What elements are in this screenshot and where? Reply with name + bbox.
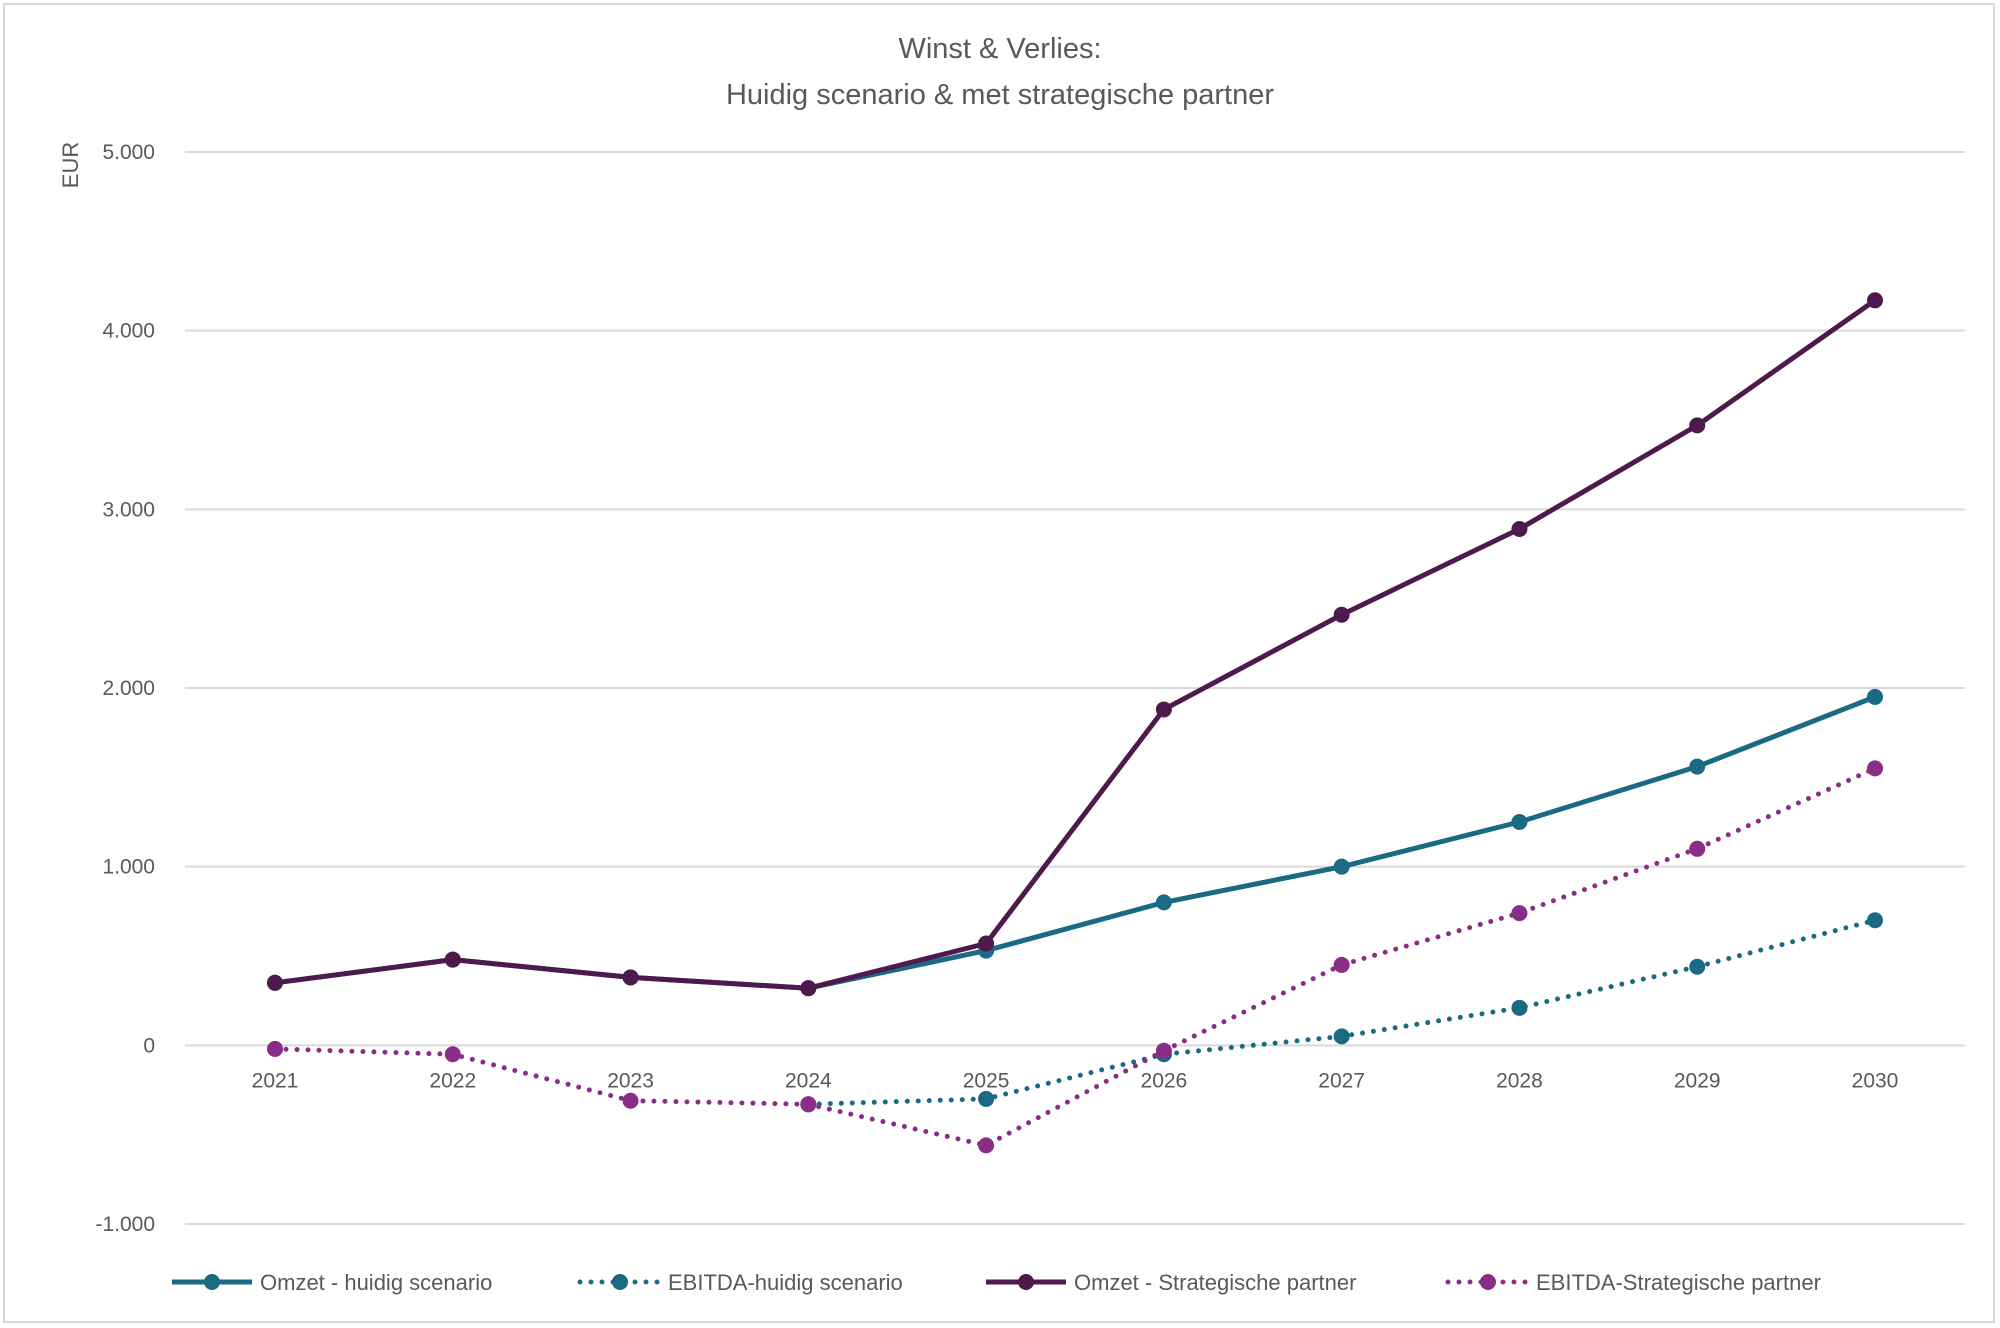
legend-label: EBITDA-huidig scenario — [668, 1270, 903, 1295]
y-tick-label: 0 — [143, 1034, 155, 1057]
legend-swatch-marker — [612, 1274, 628, 1290]
x-tick-label: 2023 — [607, 1069, 654, 1092]
data-point — [1689, 840, 1706, 857]
series-line — [272, 694, 1878, 991]
data-point — [1689, 417, 1706, 434]
legend-label: EBITDA-Strategische partner — [1536, 1270, 1821, 1295]
data-point — [622, 969, 639, 986]
x-tick-labels: 2021 2022 2023 2024 2025 2026 2027 2028 2029 2030 — [252, 1069, 1899, 1092]
x-tick-label: 2026 — [1141, 1069, 1188, 1092]
legend-label: Omzet - huidig scenario — [260, 1270, 492, 1295]
chart-frame — [3, 3, 1995, 1323]
data-point — [1333, 956, 1350, 973]
data-point — [1333, 1028, 1350, 1045]
x-tick-label: 2030 — [1852, 1069, 1899, 1092]
y-tick-labels: -1.000 0 1.000 2.000 3.000 4.000 5.000 — [95, 141, 155, 1236]
data-point — [800, 1096, 817, 1113]
chart-title-line2: Huidig scenario & met strategische partn… — [726, 79, 1274, 111]
data-point — [1511, 520, 1528, 537]
legend-item: Omzet - Strategische partner — [986, 1270, 1356, 1295]
legend-swatch-marker — [1480, 1274, 1496, 1290]
data-point — [1511, 999, 1528, 1016]
series-lines — [267, 292, 1883, 1154]
y-tick-label: 5.000 — [102, 141, 155, 164]
data-point — [1689, 758, 1706, 775]
x-tick-label: 2025 — [963, 1069, 1010, 1092]
data-point — [1155, 1042, 1172, 1059]
series-4 — [267, 760, 1883, 1154]
x-tick-label: 2024 — [785, 1069, 832, 1092]
data-point — [444, 1046, 461, 1063]
y-axis-label: EUR — [58, 142, 83, 188]
data-point — [978, 1137, 995, 1154]
legend-item: EBITDA-huidig scenario — [577, 1270, 903, 1295]
y-tick-label: 4.000 — [102, 320, 155, 343]
chart-title-line1: Winst & Verlies: — [898, 33, 1101, 65]
data-point — [1511, 814, 1528, 830]
data-point — [1155, 894, 1172, 911]
series-1 — [267, 688, 1883, 997]
data-point — [622, 1092, 639, 1109]
data-point — [1333, 606, 1350, 623]
legend-label: Omzet - Strategische partner — [1074, 1270, 1356, 1295]
y-tick-label: -1.000 — [95, 1213, 155, 1236]
series-line — [272, 765, 1878, 1148]
data-point — [1511, 905, 1528, 922]
data-point — [267, 1040, 283, 1057]
y-tick-label: 2.000 — [102, 677, 155, 700]
x-tick-label: 2029 — [1674, 1069, 1721, 1092]
legend-swatch-marker — [1018, 1274, 1034, 1290]
data-point — [1867, 292, 1883, 309]
data-point — [1867, 688, 1883, 705]
x-tick-label: 2027 — [1318, 1069, 1365, 1092]
data-point — [1689, 958, 1706, 975]
series-line — [272, 297, 1878, 991]
data-point — [267, 974, 283, 991]
data-point — [1867, 912, 1883, 929]
data-point — [978, 935, 995, 952]
data-point — [1155, 701, 1172, 718]
legend: Omzet - huidig scenario EBITDA-huidig sce… — [172, 1270, 1821, 1295]
x-tick-label: 2028 — [1496, 1069, 1543, 1092]
x-tick-label: 2021 — [252, 1069, 299, 1092]
data-point — [1333, 858, 1350, 875]
data-point — [800, 980, 817, 997]
legend-swatch-marker — [204, 1274, 220, 1290]
x-tick-label: 2022 — [429, 1069, 476, 1092]
legend-item: EBITDA-Strategische partner — [1445, 1270, 1821, 1295]
data-point — [978, 1090, 995, 1107]
y-tick-label: 1.000 — [102, 856, 155, 879]
data-point — [444, 951, 461, 968]
series-3 — [267, 292, 1883, 997]
data-point — [1867, 760, 1883, 777]
gridlines — [185, 151, 1965, 1225]
legend-item: Omzet - huidig scenario — [172, 1270, 492, 1295]
y-tick-label: 3.000 — [102, 498, 155, 521]
